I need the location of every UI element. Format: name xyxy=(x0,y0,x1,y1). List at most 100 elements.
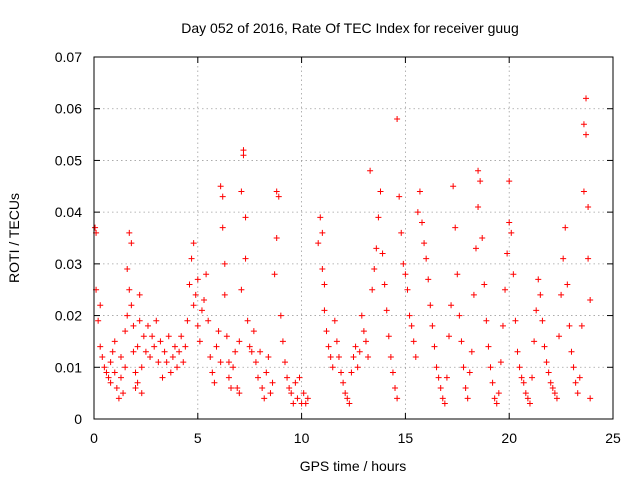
data-point xyxy=(263,369,270,376)
data-point xyxy=(560,255,567,262)
data-point xyxy=(358,312,365,319)
data-point xyxy=(126,229,133,236)
data-point xyxy=(138,390,145,397)
data-point xyxy=(452,224,459,231)
data-point xyxy=(508,229,515,236)
data-point xyxy=(354,364,361,371)
data-point xyxy=(460,364,467,371)
data-point xyxy=(294,395,301,402)
data-points xyxy=(92,95,594,407)
data-point xyxy=(180,359,187,366)
data-point xyxy=(279,338,286,345)
data-point xyxy=(448,302,455,309)
data-point xyxy=(103,369,110,376)
data-point xyxy=(292,379,299,386)
data-point xyxy=(450,183,457,190)
data-point xyxy=(520,379,527,386)
data-point xyxy=(381,281,388,288)
data-point xyxy=(416,188,423,195)
data-point xyxy=(431,343,438,350)
data-point xyxy=(128,240,135,247)
data-point xyxy=(537,291,544,298)
data-point xyxy=(445,333,452,340)
data-point xyxy=(398,229,405,236)
data-point xyxy=(246,343,253,350)
data-point xyxy=(329,364,336,371)
data-point xyxy=(371,266,378,273)
data-point xyxy=(327,353,334,360)
data-point xyxy=(115,395,122,402)
data-point xyxy=(120,390,127,397)
data-point xyxy=(315,240,322,247)
data-point xyxy=(117,353,124,360)
data-point xyxy=(151,343,158,350)
data-point xyxy=(435,374,442,381)
data-point xyxy=(217,183,224,190)
data-point xyxy=(495,390,502,397)
x-tick-label: 25 xyxy=(605,430,621,446)
data-point xyxy=(167,369,174,376)
data-point xyxy=(576,374,583,381)
data-point xyxy=(92,224,99,231)
data-point xyxy=(338,369,345,376)
data-point xyxy=(163,359,170,366)
data-point xyxy=(236,338,243,345)
data-point xyxy=(585,203,592,210)
data-point xyxy=(425,276,432,283)
data-point xyxy=(184,317,191,324)
data-point xyxy=(234,384,241,391)
data-point xyxy=(344,395,351,402)
data-point xyxy=(475,203,482,210)
data-point xyxy=(485,343,492,350)
data-point xyxy=(105,374,112,381)
data-point xyxy=(406,312,413,319)
data-point xyxy=(475,167,482,174)
data-point xyxy=(497,359,504,366)
data-point xyxy=(97,343,104,350)
data-point xyxy=(238,188,245,195)
data-point xyxy=(178,333,185,340)
data-point xyxy=(547,379,554,386)
data-point xyxy=(211,379,218,386)
data-point xyxy=(529,374,536,381)
data-point xyxy=(244,317,251,324)
data-point xyxy=(412,353,419,360)
data-point xyxy=(257,348,264,355)
data-point xyxy=(443,374,450,381)
data-point xyxy=(130,322,137,329)
data-point xyxy=(493,400,500,407)
data-point xyxy=(228,384,235,391)
data-point xyxy=(176,348,183,355)
data-point xyxy=(107,359,114,366)
data-point xyxy=(323,328,330,335)
data-point xyxy=(124,266,131,273)
data-point xyxy=(541,343,548,350)
data-point xyxy=(335,353,342,360)
data-point xyxy=(186,281,193,288)
data-point xyxy=(240,152,247,159)
data-point xyxy=(225,359,232,366)
data-point xyxy=(543,359,550,366)
data-point xyxy=(400,260,407,267)
data-point xyxy=(97,302,104,309)
data-point xyxy=(269,379,276,386)
data-point xyxy=(267,390,274,397)
data-point xyxy=(362,338,369,345)
data-point xyxy=(587,395,594,402)
data-point xyxy=(128,302,135,309)
data-point xyxy=(136,291,143,298)
data-point xyxy=(367,167,374,174)
data-point xyxy=(147,353,154,360)
data-point xyxy=(265,353,272,360)
chart-title: Day 052 of 2016, Rate Of TEC Index for r… xyxy=(181,20,518,36)
data-point xyxy=(290,400,297,407)
data-point xyxy=(95,317,102,324)
data-point xyxy=(572,379,579,386)
data-point xyxy=(394,116,401,123)
data-point xyxy=(117,374,124,381)
data-point xyxy=(556,333,563,340)
data-point xyxy=(182,343,189,350)
data-point xyxy=(518,374,525,381)
data-point xyxy=(499,322,506,329)
data-point xyxy=(512,317,519,324)
